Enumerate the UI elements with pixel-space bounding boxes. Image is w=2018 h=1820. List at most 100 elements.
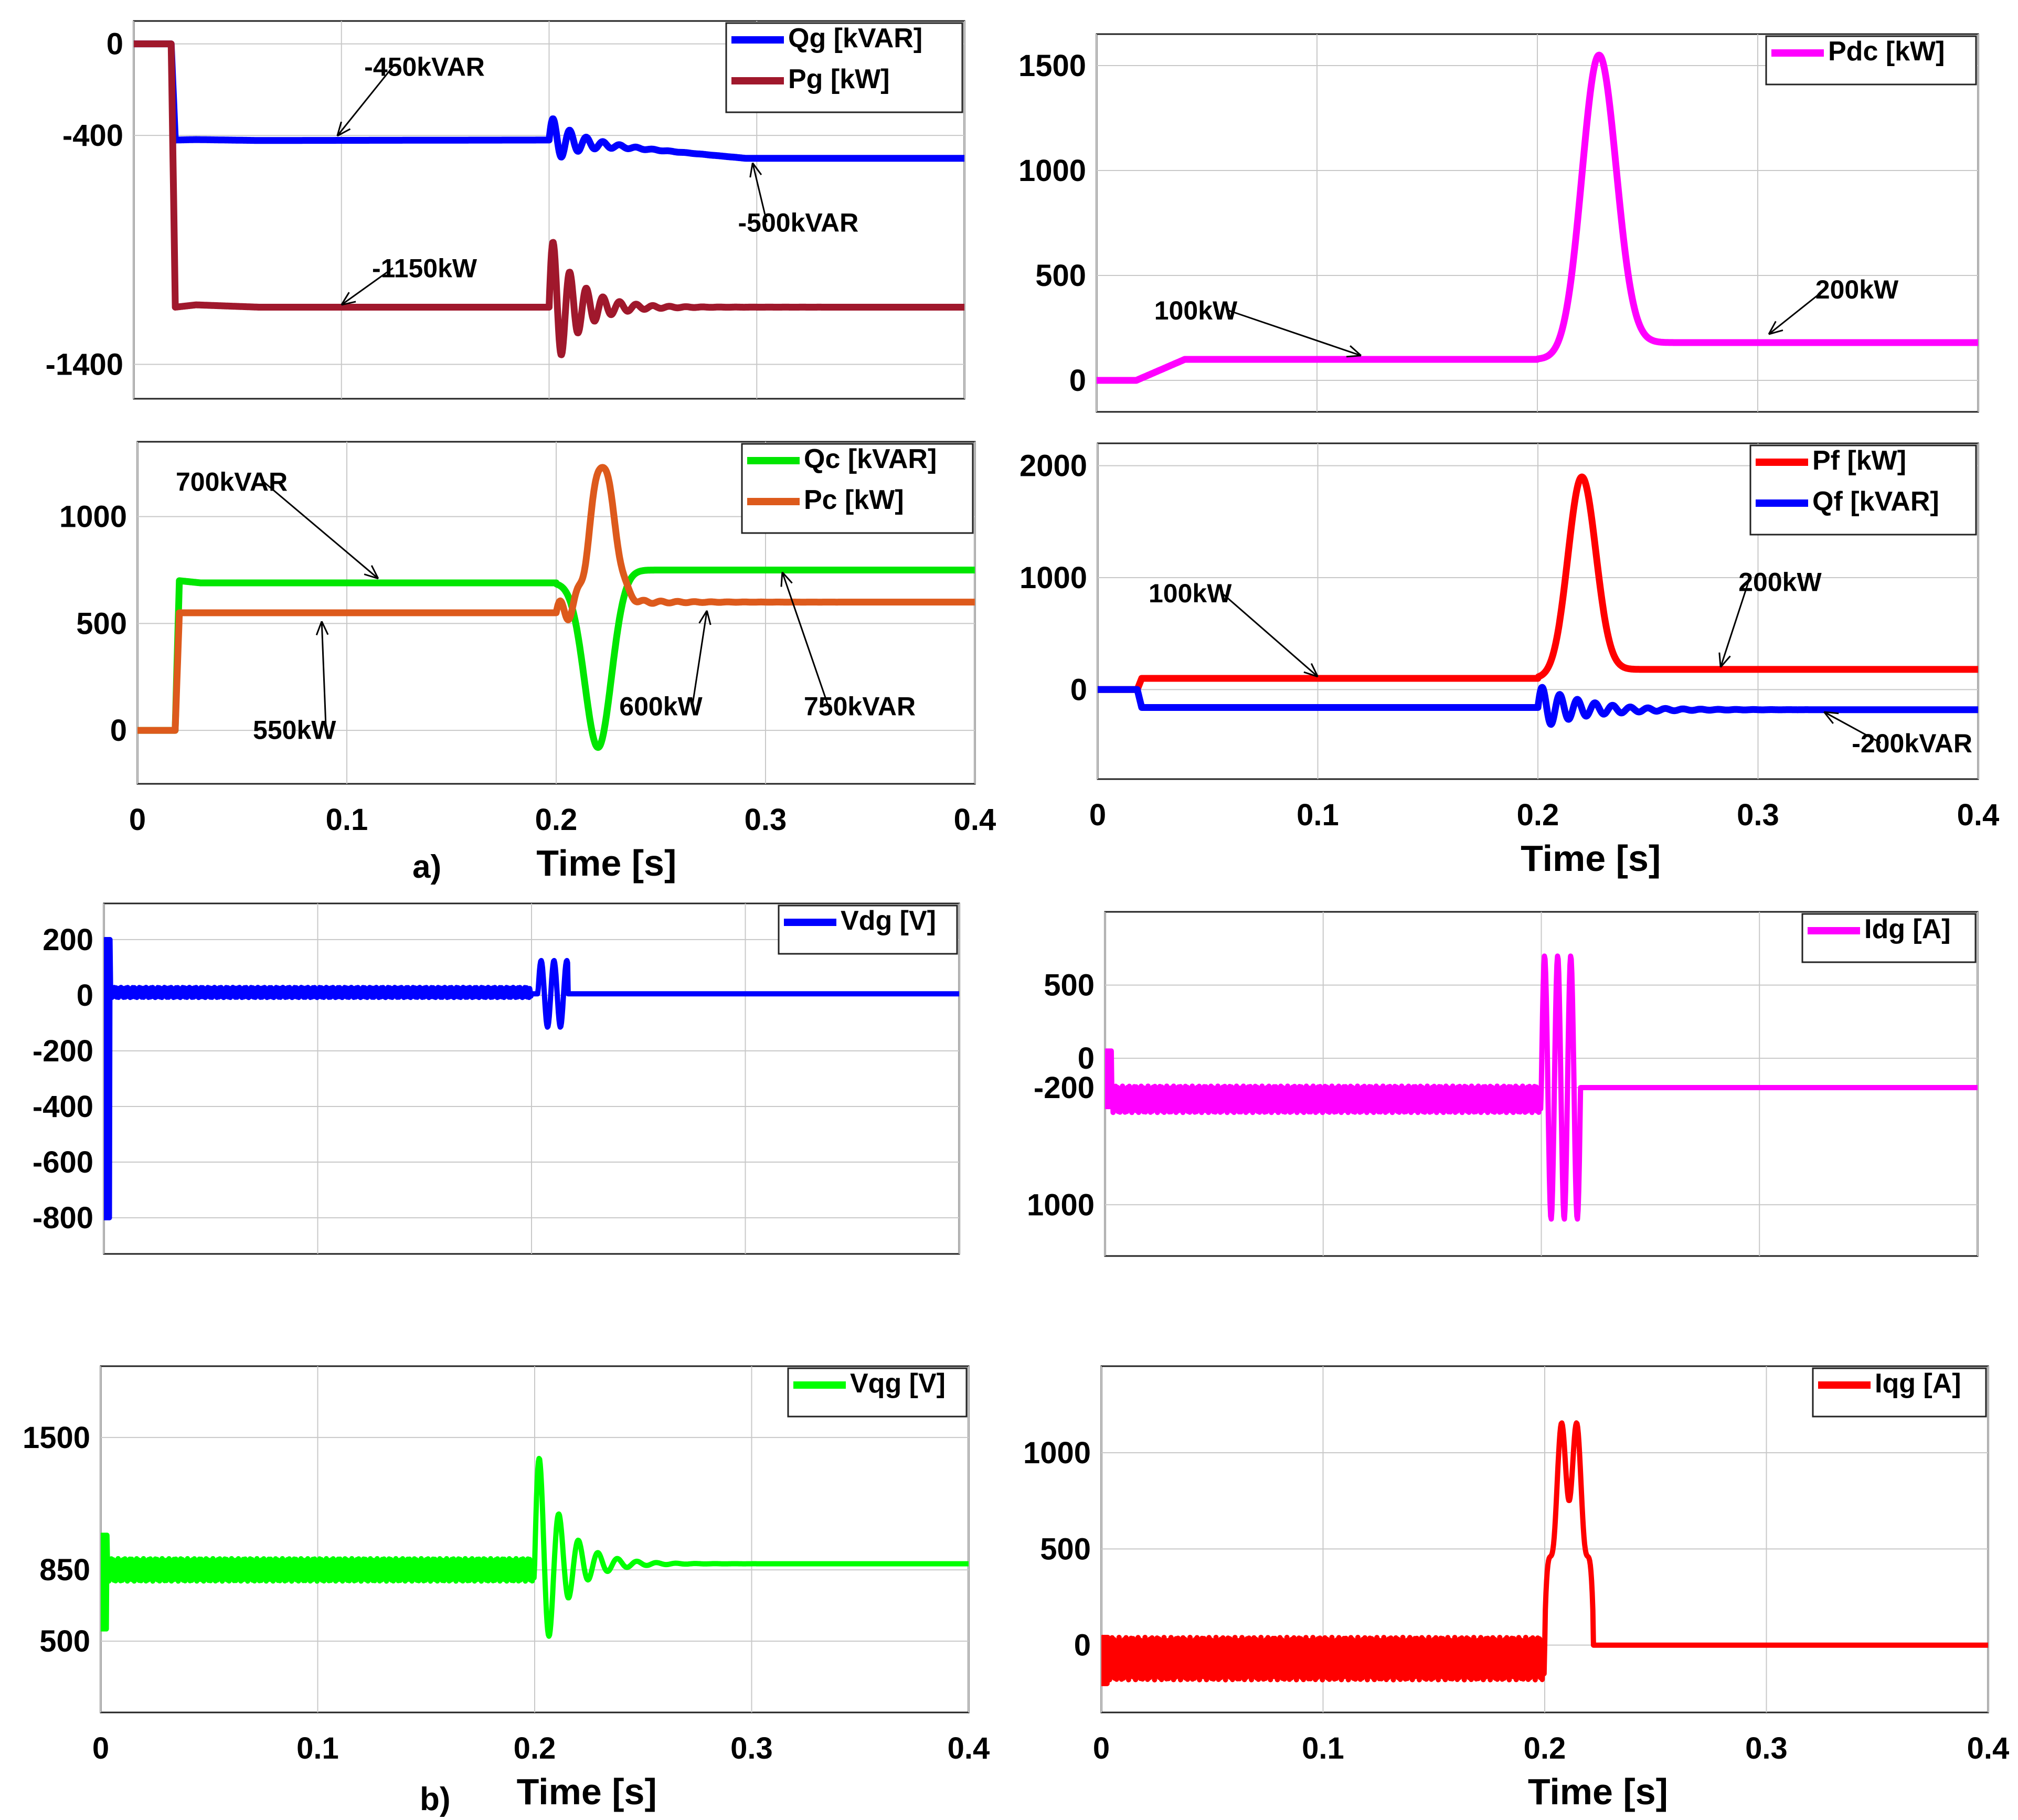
y-tick-label: 1000	[1018, 154, 1086, 188]
series-line	[134, 40, 964, 358]
y-tick-label: 0	[110, 714, 127, 748]
legend-entry: Pdc [kW]	[1828, 36, 1945, 67]
panel-p7: 0 0.1 0.2 0.3 0.4 1500 850 500 Time [s] Vqg [V]	[23, 1365, 990, 1812]
y-tick-label: 200	[43, 923, 93, 957]
annotation-label: 700kVAR	[176, 467, 288, 497]
x-axis-label: Time [s]	[1528, 1771, 1668, 1812]
y-tick-label: 1000	[1027, 1188, 1095, 1222]
legend-entry: Pf [kW]	[1812, 445, 1906, 476]
y-tick-label: 500	[76, 606, 127, 641]
x-tick-label: 0.1	[326, 803, 368, 837]
y-tick-label: 2000	[1019, 449, 1087, 483]
x-tick-label: 0	[129, 803, 146, 837]
series-line	[137, 464, 975, 734]
y-tick-label: -200	[1034, 1071, 1095, 1105]
legend-entry: Vdg [V]	[841, 906, 936, 936]
annotation-arrowhead	[315, 621, 329, 636]
annotation-label: 100kW	[1154, 296, 1238, 325]
annotation-arrow	[262, 481, 379, 579]
x-tick-label: 0.1	[296, 1731, 339, 1765]
x-axis-label: Time [s]	[536, 843, 676, 884]
panel-p2: 0 500 1000 1500 Pdc [kW] 100kW 200kW	[1018, 33, 1979, 413]
x-axis-label: Time [s]	[517, 1771, 657, 1812]
y-tick-label: -200	[33, 1034, 93, 1068]
part-label-b: b)	[420, 1781, 451, 1817]
panel-p4: 0 0.1 0.2 0.3 0.4 0 1000 2000 Time [s] Pf [kW] Qf …	[1019, 442, 2000, 879]
series-line	[1105, 953, 1978, 1222]
y-tick-label: 500	[39, 1624, 90, 1658]
annotation-label: 100kW	[1149, 579, 1232, 608]
series-line	[1101, 1420, 1988, 1686]
annotation-arrow	[1768, 288, 1826, 335]
annotation-arrow	[692, 610, 708, 706]
annotation-arrowhead	[1768, 321, 1783, 335]
legend-entry: Qf [kVAR]	[1812, 486, 1939, 517]
x-tick-label: 0.3	[730, 1731, 773, 1765]
annotation-arrow	[1719, 581, 1749, 668]
y-tick-label: -400	[62, 119, 123, 153]
x-tick-label: 0.4	[954, 803, 996, 837]
series-line	[1097, 51, 1978, 384]
x-tick-label: 0	[1093, 1731, 1110, 1765]
y-tick-label: -1400	[46, 348, 123, 382]
panel-p3: 0 0.1 0.2 0.3 0.4 0 500 1000 Time [s] Qc [kVAR] Pc…	[59, 441, 996, 884]
annotation-arrow	[341, 267, 394, 306]
legend-entry: Pg [kW]	[788, 64, 890, 94]
y-tick-label: 1500	[1018, 49, 1086, 83]
y-tick-label: 0	[1078, 1041, 1095, 1076]
annotation-label: 200kW	[1815, 275, 1899, 304]
x-tick-label: 0.3	[1745, 1731, 1788, 1765]
legend-entry: Qc [kVAR]	[804, 444, 937, 474]
x-tick-label: 0.4	[1967, 1731, 2010, 1765]
series-line	[137, 567, 975, 751]
annotation-label: 600kW	[619, 692, 703, 721]
annotation-arrow	[1823, 711, 1881, 744]
annotation-label: -200kVAR	[1852, 729, 1972, 758]
x-tick-label: 0.1	[1302, 1731, 1344, 1765]
x-tick-label: 0.3	[1737, 798, 1779, 832]
series-line	[1098, 473, 1978, 693]
legend-entry: Iqg [A]	[1875, 1368, 1961, 1399]
legend-box	[787, 1367, 968, 1418]
annotation-arrowhead	[336, 121, 351, 137]
y-tick-label: -800	[33, 1201, 93, 1235]
x-tick-label: 0.4	[1957, 798, 2000, 832]
legend-entry: Qg [kVAR]	[788, 23, 922, 54]
series-line	[101, 1455, 969, 1639]
x-axis-label: Time [s]	[1521, 838, 1661, 879]
part-label-a: a)	[412, 849, 441, 885]
legend-entry: Pc [kW]	[804, 485, 904, 515]
panel-p5: 200 0 -200 -400 -600 -800 Vdg [V]	[33, 902, 960, 1255]
annotation-arrowhead	[1346, 345, 1362, 358]
annotation-arrowhead	[1718, 652, 1731, 668]
y-tick-label: -600	[33, 1145, 93, 1179]
x-tick-label: 0.2	[514, 1731, 556, 1765]
y-tick-label: 500	[1035, 259, 1086, 293]
y-tick-label: 0	[77, 978, 93, 1013]
legend-box	[778, 904, 958, 955]
annotation-arrowhead	[749, 162, 762, 178]
legend-entry: Idg [A]	[1864, 914, 1951, 944]
series-line	[134, 40, 964, 162]
annotation-label: 200kW	[1738, 568, 1822, 597]
y-tick-label: 850	[39, 1553, 90, 1587]
annotation-label: -450kVAR	[364, 52, 485, 82]
x-tick-label: 0.4	[948, 1731, 990, 1765]
annotation-label: 750kVAR	[804, 692, 916, 721]
annotation-label: 550kW	[253, 715, 336, 744]
annotation-label: -500kVAR	[738, 208, 859, 237]
y-tick-label: 500	[1044, 968, 1095, 1003]
annotation-label: -1150kW	[372, 254, 477, 283]
annotation-arrowhead	[1823, 711, 1839, 724]
annotation-arrow	[321, 621, 327, 730]
y-tick-label: 0	[1070, 673, 1087, 707]
x-tick-label: 0.2	[535, 803, 578, 837]
y-tick-label: -400	[33, 1090, 93, 1124]
x-tick-label: 0.2	[1517, 798, 1559, 832]
panel-p8: 0 0.1 0.2 0.3 0.4 1000 500 0 Time [s] Iqg [A]	[1023, 1365, 2010, 1812]
y-tick-label: 0	[107, 27, 123, 61]
x-tick-label: 0.2	[1524, 1731, 1566, 1765]
x-tick-label: 0	[1089, 798, 1106, 832]
panel-p1: 0 -400 -1400 Qg [kVAR] Pg [kW] -450kVAR -500kV…	[46, 20, 965, 400]
